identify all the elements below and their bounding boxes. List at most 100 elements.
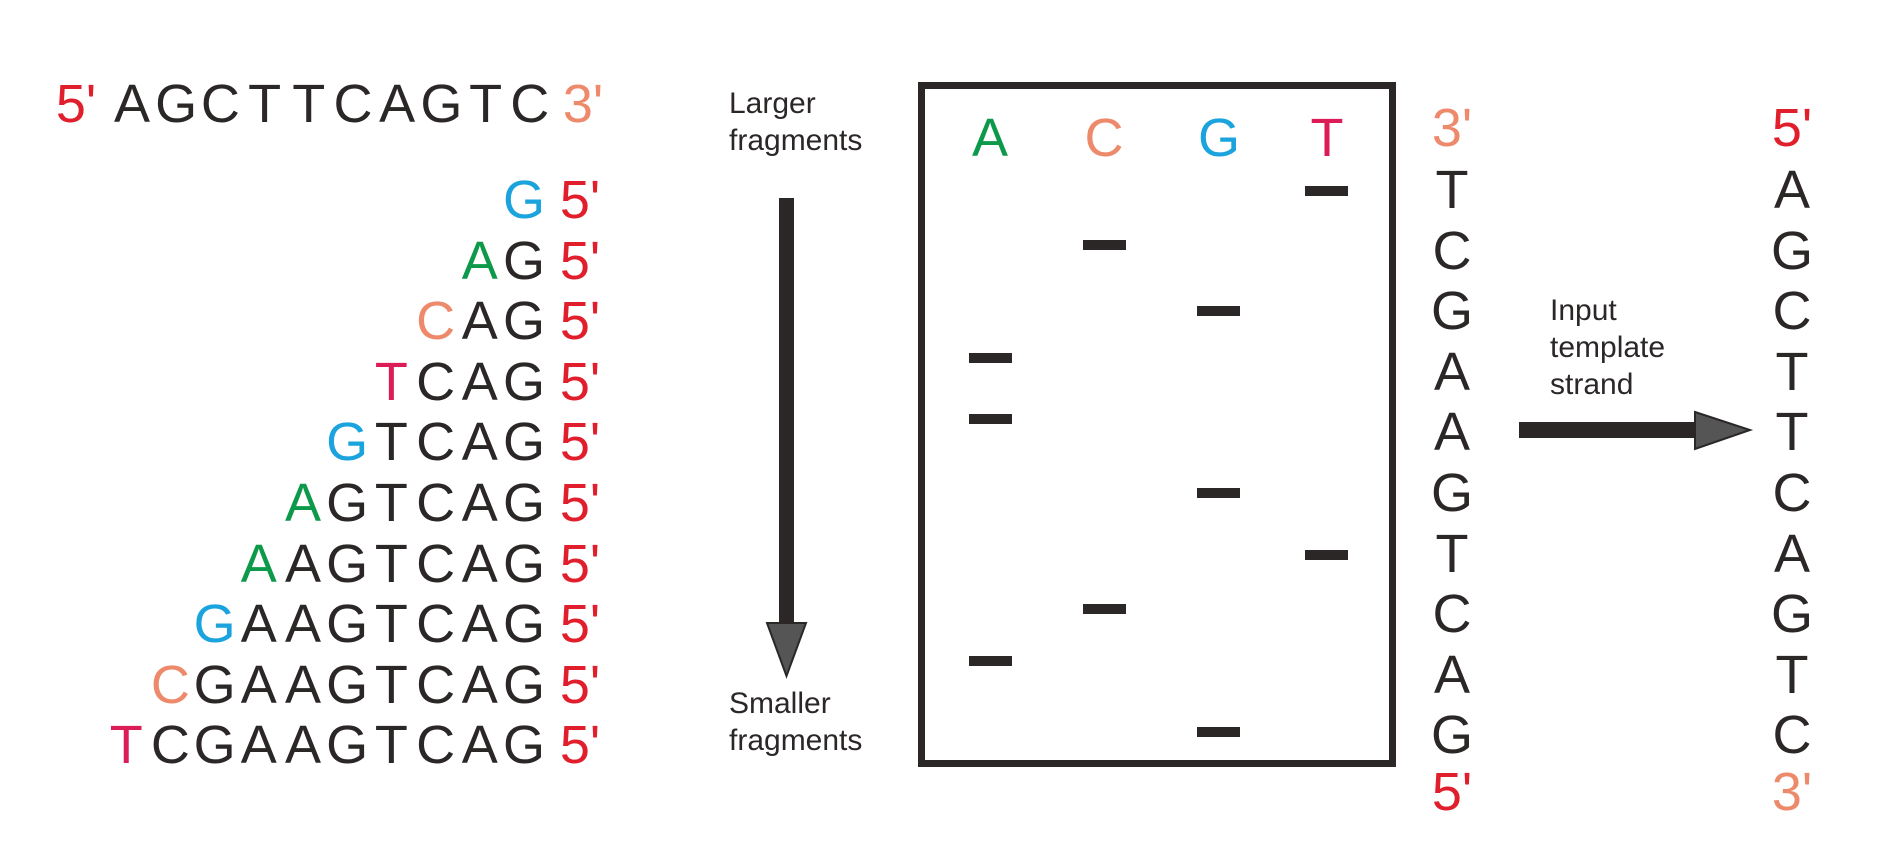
template-base: T — [469, 74, 503, 134]
template-base: G — [155, 74, 198, 134]
gel-band-c — [1083, 240, 1126, 250]
input-arrow-icon — [1519, 410, 1754, 451]
gel-band-g — [1197, 488, 1240, 498]
gel-band-t — [1305, 550, 1348, 560]
fragment-base: G — [326, 654, 369, 715]
fragment-five-prime: 5' — [559, 291, 601, 352]
template-base: T — [292, 74, 326, 134]
template-base: C — [333, 74, 373, 134]
gel-lane-g: G — [1197, 108, 1240, 168]
smaller-fragments-label: Smaller fragments — [729, 685, 862, 759]
gel-band-a — [969, 656, 1012, 666]
fragment-base: T — [374, 351, 408, 412]
fragment-base: T — [374, 533, 408, 594]
fragment-base: C — [416, 654, 456, 715]
template-strand-base: C — [1772, 281, 1812, 342]
fragment-base: G — [326, 533, 369, 594]
template-five-prime: 5' — [1771, 98, 1813, 158]
fragment-base: G — [502, 715, 545, 776]
fragment-base: G — [502, 654, 545, 715]
read-base: G — [1430, 463, 1473, 523]
fragment-five-prime: 5' — [559, 230, 601, 291]
gel-lane-c: C — [1084, 108, 1124, 168]
fragment-base: A — [461, 594, 498, 655]
template-strand-base: T — [1775, 402, 1809, 463]
fragment-base: G — [193, 654, 236, 715]
fragment-base: A — [461, 533, 498, 594]
fragment-base: A — [284, 654, 322, 715]
gel-lane-t: T — [1310, 108, 1344, 168]
fragment-base: G — [502, 594, 545, 655]
gel-lane-a: A — [971, 108, 1009, 168]
fragment-base: T — [374, 473, 408, 533]
template-strand-base: G — [1770, 220, 1813, 281]
read-base: C — [1432, 220, 1472, 281]
fragment-base: C — [416, 533, 456, 594]
fragment-base: C — [416, 715, 456, 776]
read-base: G — [1430, 281, 1473, 342]
fragment-five-prime: 5' — [559, 412, 601, 473]
fragment-base: G — [326, 594, 369, 655]
fragment-five-prime: 5' — [559, 594, 601, 655]
fragment-base: G — [326, 412, 369, 473]
larger-label-line1: Larger — [729, 87, 816, 120]
fragment-base: A — [240, 715, 277, 776]
input-label-line3: strand — [1550, 368, 1634, 401]
read-base: A — [1433, 402, 1471, 463]
input-label-line1: Input — [1550, 294, 1617, 327]
fragment-base: A — [461, 230, 498, 291]
fragment-five-prime: 5' — [559, 715, 601, 776]
input-label-line2: template — [1550, 331, 1666, 364]
template-base: A — [379, 74, 416, 134]
fragment-base: A — [461, 291, 498, 352]
fragment-base: A — [461, 412, 498, 473]
fragment-base: T — [374, 594, 408, 655]
fragment-base: G — [326, 473, 369, 533]
fragment-base: G — [502, 351, 545, 412]
fragment-base: A — [284, 473, 322, 533]
fragment-base: C — [150, 654, 190, 715]
fragment-five-prime: 5' — [559, 351, 601, 412]
fragment-base: A — [461, 715, 498, 776]
template-strand-base: A — [1773, 160, 1811, 220]
larger-label-line2: fragments — [729, 124, 863, 157]
fragment-base: G — [326, 715, 369, 776]
fragment-five-prime: 5' — [559, 533, 601, 594]
fragment-base: G — [193, 594, 236, 655]
fragment-base: A — [240, 594, 277, 655]
read-base: A — [1433, 341, 1471, 402]
size-direction-arrow — [765, 198, 808, 679]
gel-band-c — [1083, 604, 1126, 614]
fragment-base: A — [461, 351, 498, 412]
read-base: T — [1435, 523, 1469, 584]
fragment-base: G — [502, 230, 545, 291]
template-strand-base: T — [1775, 644, 1809, 705]
read-base: T — [1435, 160, 1469, 220]
fragment-five-prime: 5' — [559, 473, 601, 533]
gel-box — [918, 82, 1396, 767]
gel-band-t — [1305, 186, 1348, 196]
template-base: A — [113, 74, 151, 134]
fragment-base: A — [284, 533, 322, 594]
fragment-base: T — [374, 715, 408, 776]
larger-fragments-label: Larger fragments — [729, 85, 862, 159]
input-template-label: Input template strand — [1550, 292, 1665, 403]
template-strand-base: T — [1775, 341, 1809, 402]
template-strand-base: C — [1772, 463, 1812, 523]
fragment-base: A — [240, 654, 277, 715]
read-three-prime: 3' — [1431, 98, 1473, 158]
gel-band-g — [1197, 306, 1240, 316]
template-strand-base: G — [1770, 584, 1813, 645]
fragment-base: A — [284, 715, 322, 776]
fragment-base: C — [416, 473, 456, 533]
fragment-base: C — [416, 291, 456, 352]
fragment-base: G — [502, 533, 545, 594]
gel-band-a — [969, 414, 1012, 424]
fragment-base: C — [416, 351, 456, 412]
template-base: C — [200, 74, 240, 134]
template-strand-base: A — [1773, 523, 1811, 584]
fragment-base: G — [502, 170, 545, 230]
fragment-five-prime: 5' — [559, 654, 601, 715]
fragment-base: T — [374, 654, 408, 715]
